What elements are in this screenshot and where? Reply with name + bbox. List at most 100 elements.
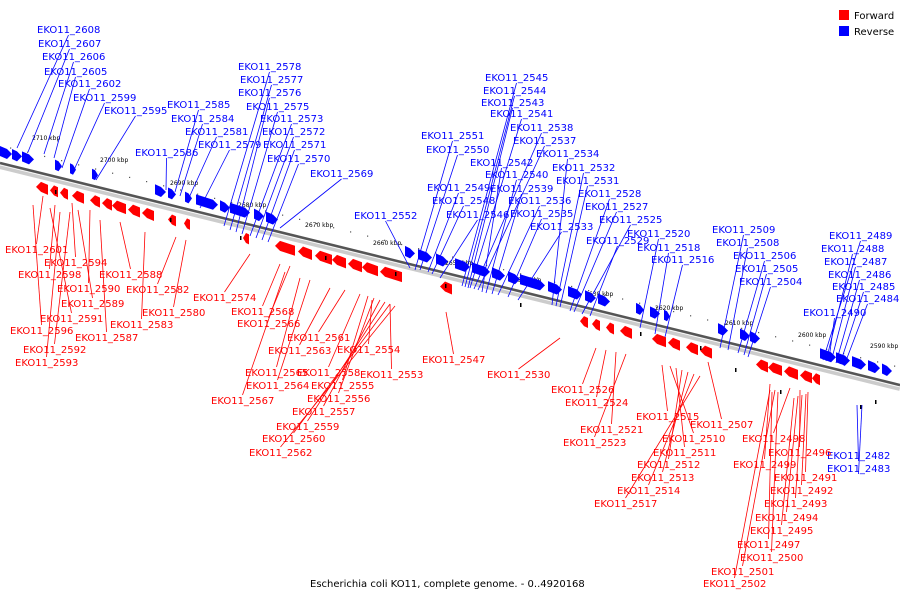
reverse-gene-label: EKO11_2578 xyxy=(238,62,301,73)
forward-gene-label: EKO11_2499 xyxy=(733,460,796,471)
forward-gene-label: EKO11_2557 xyxy=(292,407,355,418)
forward-gene-label: EKO11_2596 xyxy=(10,326,73,337)
reverse-gene-label: EKO11_2544 xyxy=(483,86,546,97)
reverse-label-leader xyxy=(559,185,588,308)
reverse-gene-label: EKO11_2525 xyxy=(599,215,662,226)
forward-gene-arrow xyxy=(332,254,346,269)
scale-dot xyxy=(741,327,743,329)
scale-dot xyxy=(95,168,97,170)
legend: Forward Reverse xyxy=(839,10,894,38)
forward-gene-label: EKO11_2574 xyxy=(193,293,256,304)
forward-gene-label: EKO11_2559 xyxy=(276,422,339,433)
reverse-gene-arrow xyxy=(664,309,670,322)
reverse-label-leader xyxy=(843,303,868,367)
reverse-gene-arrow xyxy=(455,258,470,272)
forward-gene-label: EKO11_2515 xyxy=(636,412,699,423)
reverse-label-leader xyxy=(73,102,105,171)
reverse-label-leader xyxy=(719,234,744,349)
scale-tick-label: 2710 kbp xyxy=(32,135,60,142)
forward-gene-label: EKO11_2592 xyxy=(23,345,86,356)
forward-gene-label: EKO11_2501 xyxy=(711,567,774,578)
forward-gene-label: EKO11_2511 xyxy=(653,448,716,459)
reverse-gene-arrow xyxy=(266,211,278,225)
scale-dot xyxy=(571,285,573,288)
reverse-gene-arrow xyxy=(436,253,448,267)
reverse-gene-arrow xyxy=(220,200,230,213)
forward-gene-label: EKO11_2492 xyxy=(770,486,833,497)
reverse-label-leader xyxy=(261,149,295,241)
forward-label-leader xyxy=(582,347,597,385)
legend-reverse-label: Reverse xyxy=(854,27,894,38)
scale-dot xyxy=(401,243,403,246)
forward-label-leader xyxy=(46,211,61,358)
reverse-label-leader xyxy=(43,61,74,155)
scale-dot xyxy=(622,298,624,300)
forward-gene-label: EKO11_2598 xyxy=(18,270,81,281)
scale-dot xyxy=(877,361,879,363)
reverse-label-leader xyxy=(551,158,568,306)
reverse-gene-label: EKO11_2490 xyxy=(803,308,866,319)
forward-gene-label: EKO11_2566 xyxy=(237,319,300,330)
reverse-gene-label: EKO11_2548 xyxy=(432,196,495,207)
gene-marker xyxy=(780,390,782,394)
reverse-gene-arrow xyxy=(254,208,264,222)
forward-gene-arrow xyxy=(275,240,295,256)
reverse-label-leader xyxy=(385,220,411,269)
forward-gene-label: EKO11_2493 xyxy=(764,499,827,510)
reverse-gene-label: EKO11_2543 xyxy=(481,98,544,109)
forward-gene-label: EKO11_2510 xyxy=(662,434,725,445)
reverse-label-leader xyxy=(439,219,478,279)
forward-gene-label: EKO11_2590 xyxy=(57,284,120,295)
reverse-gene-label: EKO11_2545 xyxy=(485,73,548,84)
forward-gene-label: EKO11_2554 xyxy=(337,345,400,356)
forward-gene-label: EKO11_2567 xyxy=(211,396,274,407)
forward-label-leader xyxy=(368,299,373,345)
forward-gene-label: EKO11_2514 xyxy=(617,486,680,497)
forward-gene-label: EKO11_2561 xyxy=(287,333,350,344)
reverse-label-leader xyxy=(828,317,835,360)
map-caption: Escherichia coli KO11, complete genome. … xyxy=(310,579,585,590)
scale-dot xyxy=(10,147,12,149)
forward-gene-label: EKO11_2496 xyxy=(768,448,831,459)
reverse-label-leader xyxy=(477,145,545,291)
reverse-gene-label: EKO11_2549 xyxy=(427,183,490,194)
scale-tick-label: 2600 kbp xyxy=(798,332,826,339)
forward-gene-arrow xyxy=(168,214,176,227)
reverse-label-leader xyxy=(235,97,270,233)
reverse-gene-label: EKO11_2552 xyxy=(354,211,417,222)
reverse-gene-label: EKO11_2585 xyxy=(167,100,230,111)
reverse-label-leader xyxy=(743,273,767,356)
reverse-gene-label: EKO11_2509 xyxy=(712,225,775,236)
reverse-gene-label: EKO11_2577 xyxy=(240,75,303,86)
scale-tick-label: 2610 kbp xyxy=(725,320,753,327)
forward-label-leader xyxy=(661,364,668,412)
reverse-gene-label: EKO11_2576 xyxy=(238,88,301,99)
scale-dot xyxy=(452,256,454,258)
legend-reverse-swatch xyxy=(839,26,849,36)
reverse-gene-arrow xyxy=(92,168,98,181)
scale-dot xyxy=(894,365,896,367)
reverse-label-leader xyxy=(464,95,515,288)
forward-gene-label: EKO11_2583 xyxy=(110,320,173,331)
reverse-gene-label: EKO11_2531 xyxy=(556,176,619,187)
reverse-gene-label: EKO11_2573 xyxy=(260,114,323,125)
forward-gene-arrow xyxy=(756,359,768,373)
reverse-label-leader xyxy=(497,205,540,296)
reverse-label-leader xyxy=(255,136,294,239)
forward-gene-arrow xyxy=(620,325,632,339)
reverse-gene-label: EKO11_2535 xyxy=(510,209,573,220)
reverse-label-leader xyxy=(53,76,76,159)
scale-dot xyxy=(469,260,471,262)
reverse-gene-arrow xyxy=(0,146,12,159)
forward-label-leader xyxy=(805,391,809,473)
reverse-gene-arrow xyxy=(868,360,880,374)
forward-gene-label: EKO11_2513 xyxy=(631,473,694,484)
scale-dot xyxy=(214,197,216,199)
scale-dot xyxy=(605,294,607,296)
forward-label-leader xyxy=(77,209,93,299)
scale-tick-label: 2680 kbp xyxy=(238,202,266,209)
reverse-label-leader xyxy=(737,260,765,354)
reverse-gene-label: EKO11_2581 xyxy=(185,127,248,138)
forward-gene-arrow xyxy=(380,266,402,283)
reverse-gene-label: EKO11_2533 xyxy=(530,222,593,233)
